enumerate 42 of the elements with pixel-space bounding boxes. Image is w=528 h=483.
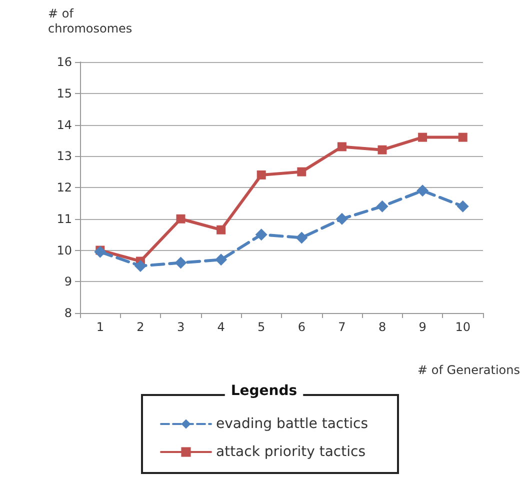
x-tick-label: 1	[96, 320, 104, 334]
x-tick-label: 9	[418, 320, 426, 334]
point	[216, 225, 226, 234]
point	[255, 228, 268, 241]
y-tick-label: 12	[56, 180, 72, 194]
y-tick-label: 15	[56, 86, 72, 100]
x-tick-label: 4	[217, 320, 225, 334]
x-tick-label: 5	[258, 320, 266, 334]
point	[297, 167, 306, 176]
y-tick-label: 11	[56, 212, 72, 226]
y-tick-label: 9	[64, 274, 72, 289]
y-tick-label: 8	[64, 306, 72, 320]
point	[458, 132, 468, 142]
x-tick-label: 3	[176, 320, 185, 334]
point	[376, 200, 388, 212]
x-tick-label: 7	[338, 320, 346, 334]
y-tick-label: 13	[56, 149, 72, 164]
point	[134, 260, 146, 272]
point	[337, 142, 346, 152]
point	[94, 246, 106, 258]
point	[176, 214, 186, 224]
point	[296, 232, 308, 244]
point	[378, 145, 387, 154]
y-axis-title: # of chromosomes	[48, 6, 132, 36]
x-tick-label: 2	[136, 320, 144, 334]
y-tick-label: 10	[56, 243, 72, 258]
x-tick-label: 10	[455, 320, 470, 334]
legend-title: Legends	[230, 383, 298, 399]
point	[416, 184, 429, 197]
point	[174, 256, 187, 269]
legend-label: attack priority tactics	[216, 444, 366, 460]
y-tick-label: 14	[56, 118, 72, 132]
point	[336, 212, 348, 225]
legend-label: evading battle tactics	[216, 416, 368, 432]
point	[418, 132, 428, 142]
x-axis-title: # of Generations	[418, 363, 520, 377]
point	[456, 200, 469, 212]
x-tick-label: 8	[378, 320, 386, 334]
point	[215, 254, 228, 266]
x-tick-label: 6	[298, 320, 306, 334]
point	[256, 170, 266, 180]
y-tick-label: 16	[56, 55, 72, 69]
